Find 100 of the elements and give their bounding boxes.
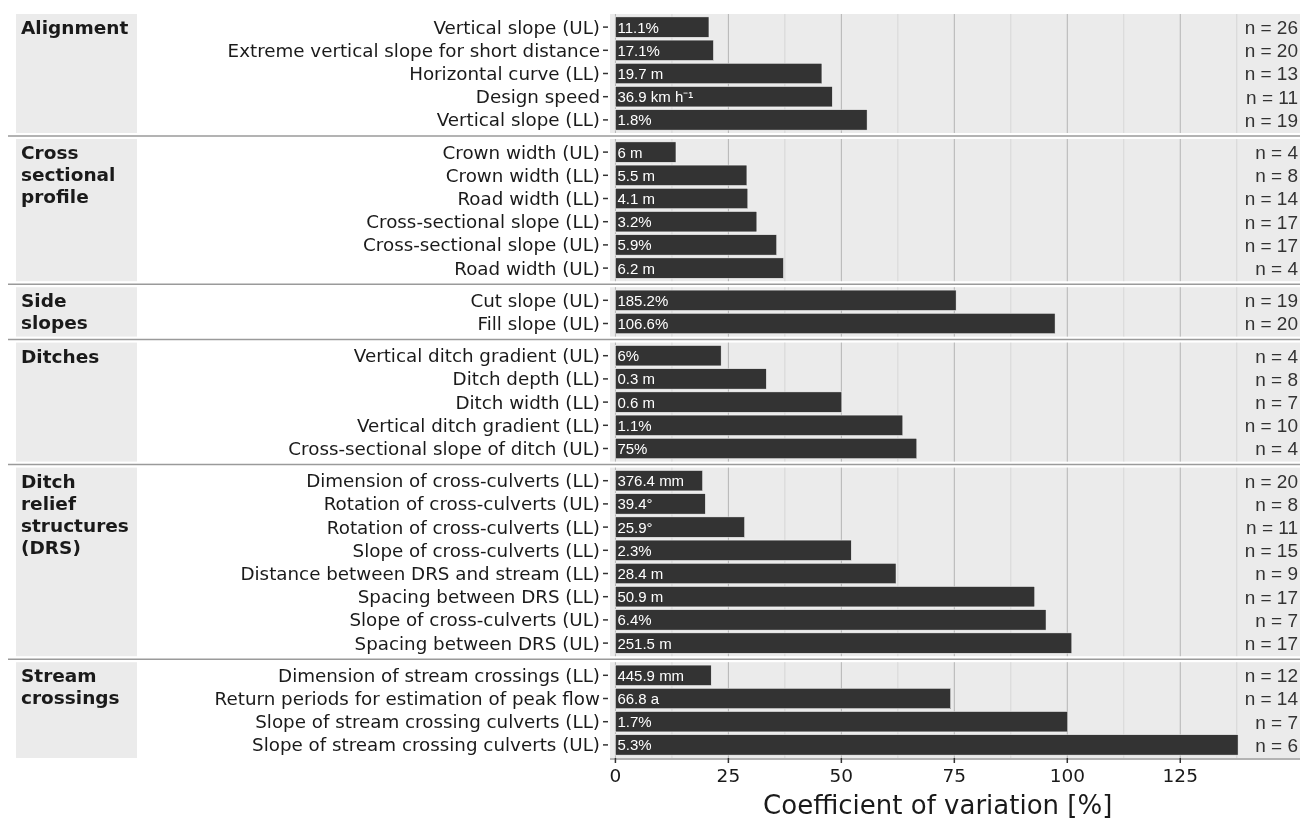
y-tick-label: Crown width (UL)	[442, 141, 600, 163]
y-tick-label: Spacing between DRS (UL)	[354, 632, 600, 654]
x-tick-label: 100	[1049, 765, 1085, 786]
y-tick-label: Vertical ditch gradient (LL)	[357, 414, 600, 436]
annotation: 4.1 m	[617, 189, 655, 207]
annotation: n = 9	[1255, 563, 1298, 585]
annotation: 6 m	[617, 143, 643, 161]
y-axis-title: Ditch relief structures (DRS)	[21, 470, 129, 558]
y-tick-label: Dimension of stream crossings (LL)	[278, 664, 600, 686]
y-tick-label: Dimension of cross-culverts (LL)	[306, 470, 600, 492]
y-axis-title: Side slopes	[21, 290, 88, 334]
annotation: 50.9 m	[617, 588, 664, 606]
annotation: n = 13	[1244, 63, 1298, 85]
annotation: n = 11	[1246, 86, 1298, 108]
annotation: 185.2%	[617, 291, 669, 309]
y-tick-label: Cross-sectional slope of ditch (UL)	[288, 438, 600, 460]
annotation: n = 20	[1244, 313, 1298, 335]
annotation: 6%	[617, 347, 640, 365]
annotation: 0.6 m	[617, 393, 655, 411]
annotation: 6.2 m	[617, 259, 655, 277]
annotation: n = 17	[1244, 632, 1298, 654]
y-tick-label: Slope of cross-culverts (LL)	[352, 539, 600, 561]
y-tick-label: Road width (UL)	[454, 257, 600, 279]
y-tick-label: Vertical ditch gradient (UL)	[353, 345, 600, 367]
annotation: 1.1%	[617, 416, 652, 434]
annotation: n = 19	[1244, 290, 1298, 312]
annotation: n = 19	[1244, 109, 1298, 131]
annotation: n = 17	[1244, 211, 1298, 233]
annotation: n = 4	[1255, 257, 1299, 279]
y-tick-label: Slope of stream crossing culverts (LL)	[255, 711, 600, 733]
annotation: 1.8%	[617, 111, 652, 129]
annotation: n = 20	[1244, 40, 1298, 62]
y-tick-label: Ditch depth (LL)	[452, 368, 600, 390]
annotation: n = 4	[1255, 438, 1299, 460]
annotation: 66.8 a	[617, 689, 660, 707]
y-tick-label: Vertical slope (LL)	[436, 109, 600, 131]
y-tick-label: Extreme vertical slope for short distance	[227, 39, 600, 61]
y-axis-title: Alignment	[21, 17, 129, 38]
y-axis-title: Cross sectional profile	[21, 142, 116, 207]
annotation: 6.4%	[617, 611, 652, 629]
annotation: 19.7 m	[617, 64, 664, 82]
annotation: n = 6	[1255, 734, 1298, 756]
annotation: 5.5 m	[617, 166, 655, 184]
y-tick-label: Ditch width (LL)	[455, 391, 600, 413]
y-tick-label: Fill slope (UL)	[477, 313, 600, 335]
bar	[615, 688, 951, 709]
annotation: n = 14	[1244, 688, 1299, 710]
annotation: n = 7	[1255, 711, 1298, 733]
y-tick-label: Rotation of cross-culverts (UL)	[323, 493, 600, 515]
y-axis-title: Stream crossings	[21, 665, 120, 709]
x-tick-label: 75	[942, 765, 967, 786]
annotation: n = 8	[1255, 368, 1298, 390]
annotation: n = 12	[1244, 665, 1298, 687]
x-tick-label: 125	[1162, 765, 1198, 786]
x-tick-label: 0	[609, 765, 622, 786]
annotation: n = 26	[1244, 16, 1298, 38]
annotation: n = 4	[1255, 141, 1299, 163]
bar	[615, 563, 897, 584]
annotation: 1.7%	[617, 713, 652, 731]
y-tick-label: Cross-sectional slope (UL)	[363, 234, 600, 256]
y-tick-label: Spacing between DRS (LL)	[357, 586, 600, 608]
annotation: 106.6%	[617, 314, 669, 332]
annotation: n = 7	[1255, 391, 1298, 413]
annotation: n = 8	[1255, 165, 1298, 187]
annotation: 5.3%	[617, 736, 652, 754]
annotation: 376.4 mm	[617, 472, 685, 490]
x-axis-title: Coefficient of variation [%]	[763, 790, 1113, 820]
annotation: 0.3 m	[617, 370, 655, 388]
y-tick-label: Rotation of cross-culverts (LL)	[326, 516, 600, 538]
annotation: n = 10	[1244, 415, 1298, 437]
annotation: n = 15	[1244, 540, 1298, 562]
annotation: 3.2%	[617, 213, 652, 231]
annotation: 17.1%	[617, 41, 660, 59]
annotation: 2.3%	[617, 541, 652, 559]
y-tick-label: Return periods for estimation of peak flow	[214, 688, 601, 710]
annotation: 36.9 km h⁻¹	[617, 88, 694, 106]
y-axis-title: Ditches	[21, 345, 100, 367]
bar	[615, 664, 712, 686]
annotation: n = 7	[1255, 609, 1298, 631]
y-tick-label: Design speed	[475, 86, 600, 108]
x-tick-label: 50	[829, 765, 854, 786]
annotation: 75%	[617, 439, 648, 457]
annotation: n = 14	[1244, 188, 1299, 210]
y-tick-label: Slope of cross-culverts (UL)	[349, 609, 600, 631]
annotation: n = 4	[1255, 345, 1299, 367]
annotation: n = 11	[1246, 516, 1298, 538]
annotation: 28.4 m	[617, 564, 664, 582]
y-tick-label: Horizontal curve (LL)	[409, 63, 600, 85]
annotation: 445.9 mm	[617, 666, 685, 684]
y-tick-label: Distance between DRS and stream (LL)	[240, 563, 600, 585]
bar	[615, 63, 823, 84]
annotation: 11.1%	[617, 18, 659, 36]
y-tick-label: Road width (LL)	[457, 188, 600, 210]
y-tick-label: Cut slope (UL)	[470, 289, 600, 311]
annotation: 39.4°	[617, 495, 653, 513]
annotation: n = 20	[1244, 470, 1298, 492]
y-tick-label: Crown width (LL)	[445, 164, 600, 186]
annotation: n = 17	[1244, 234, 1298, 256]
y-tick-label: Cross-sectional slope (LL)	[366, 211, 600, 233]
annotation: 5.9%	[617, 236, 652, 254]
